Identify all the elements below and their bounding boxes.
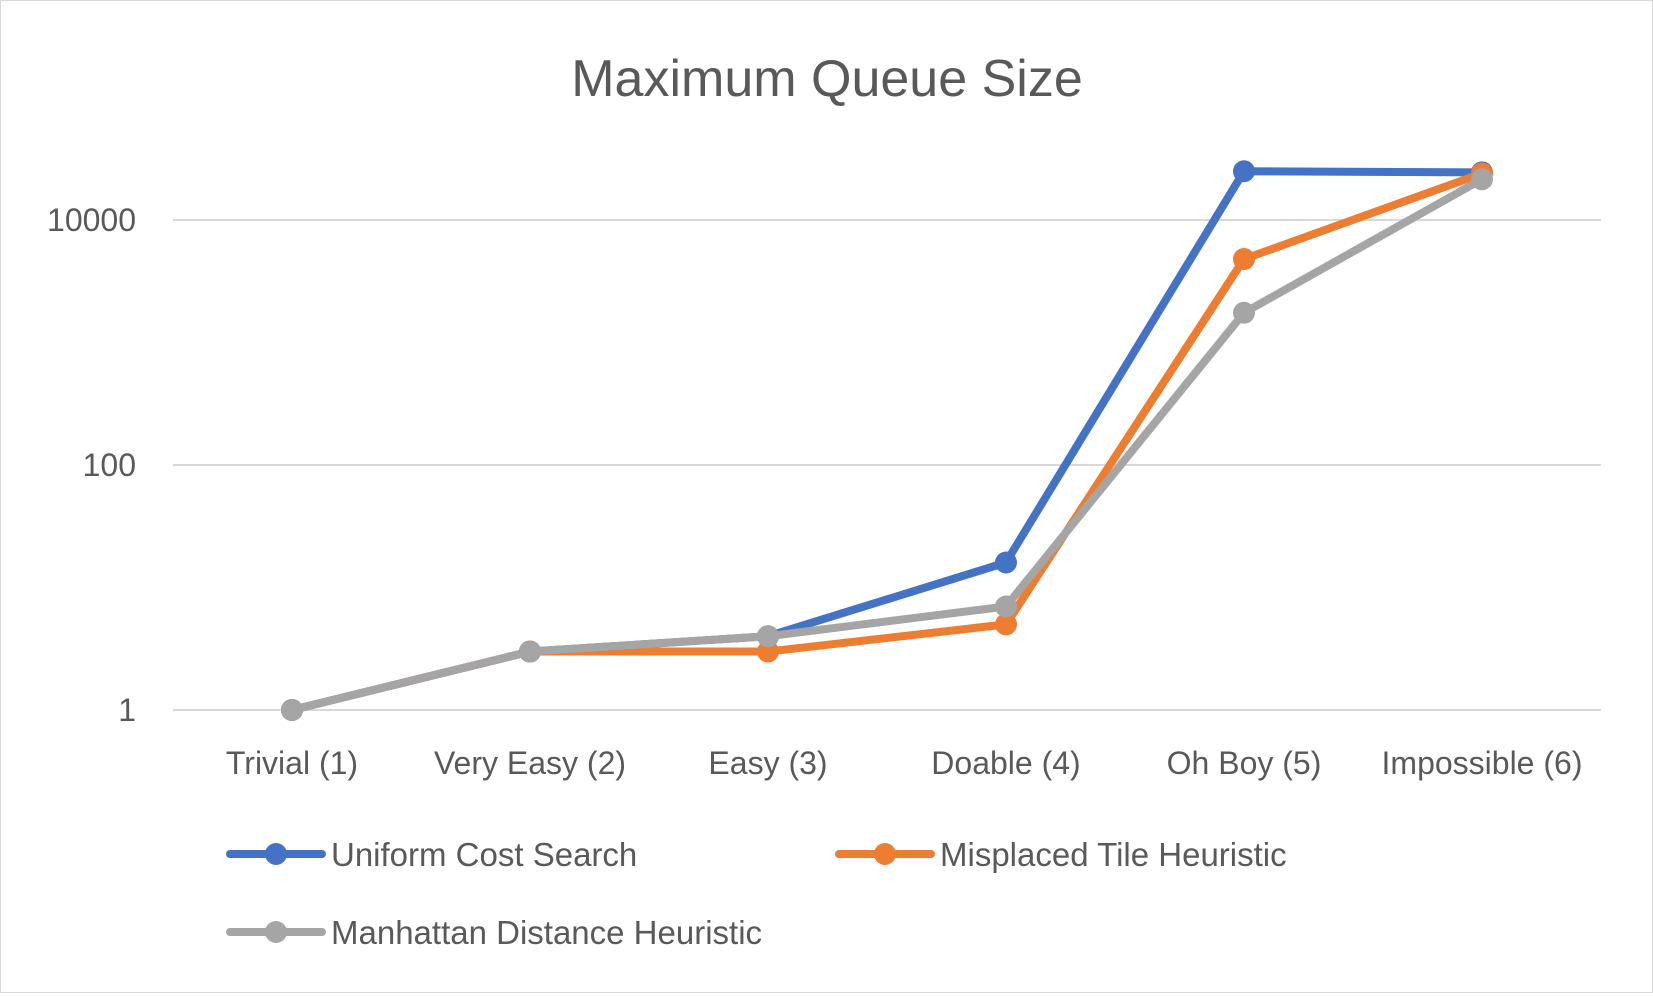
data-point — [281, 699, 303, 721]
legend-item: Uniform Cost Search — [226, 836, 637, 873]
legend-swatch-marker — [265, 843, 287, 865]
y-tick-label: 1 — [118, 692, 136, 728]
data-point — [757, 625, 779, 648]
x-tick-label: Trivial (1) — [226, 745, 358, 781]
x-tick-label: Very Easy (2) — [434, 745, 626, 781]
data-point — [757, 640, 779, 663]
legend-label: Misplaced Tile Heuristic — [940, 836, 1287, 873]
legend-label: Manhattan Distance Heuristic — [331, 914, 762, 951]
x-tick-label: Oh Boy (5) — [1167, 745, 1322, 781]
data-point — [995, 613, 1017, 636]
legend-swatch-marker — [874, 843, 896, 865]
data-point — [1233, 160, 1255, 183]
y-tick-label: 10000 — [47, 202, 136, 238]
data-point — [995, 595, 1017, 618]
series-line — [288, 169, 1486, 714]
data-point — [1471, 168, 1493, 191]
data-point — [1233, 301, 1255, 324]
x-tick-layer: Trivial (1) Very Easy (2) Easy (3) Doable (… — [226, 745, 1583, 781]
legend-swatch-marker — [265, 921, 287, 943]
series-line — [288, 167, 1486, 714]
chart-title: Maximum Queue Size — [571, 50, 1083, 108]
series-group — [281, 168, 1493, 721]
series-line — [288, 175, 1486, 714]
series-layer — [281, 160, 1493, 721]
data-point — [995, 551, 1017, 574]
x-tick-label: Easy (3) — [708, 745, 827, 781]
y-tick-layer: 1 100 10000 — [47, 202, 136, 728]
legend: Uniform Cost Search Misplaced Tile Heuris… — [226, 836, 1287, 951]
x-tick-label: Doable (4) — [931, 745, 1080, 781]
data-point — [519, 640, 541, 663]
series-group — [281, 162, 1493, 721]
legend-label: Uniform Cost Search — [331, 836, 637, 873]
legend-item: Manhattan Distance Heuristic — [226, 914, 762, 951]
y-tick-label: 100 — [83, 447, 136, 483]
data-point — [1233, 248, 1255, 271]
x-tick-label: Impossible (6) — [1382, 745, 1583, 781]
legend-item: Misplaced Tile Heuristic — [835, 836, 1287, 873]
